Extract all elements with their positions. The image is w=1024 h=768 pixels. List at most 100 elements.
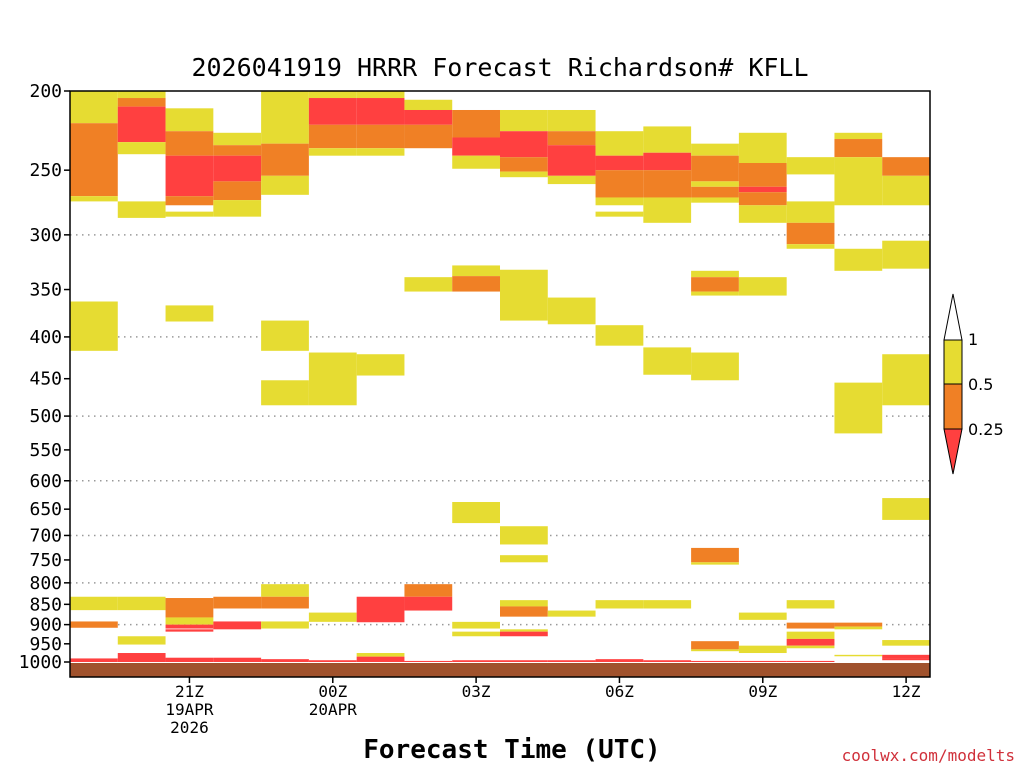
heatmap-cell-h16-1 xyxy=(834,139,883,158)
heatmap-cell-h9-6 xyxy=(500,555,548,563)
heatmap-cell-h8-0 xyxy=(452,109,500,138)
heatmap-cell-h15-1 xyxy=(786,201,835,223)
heatmap-cell-h10-4 xyxy=(547,297,596,325)
heatmap-cell-h9-8 xyxy=(500,606,548,617)
x-axis-title: Forecast Time (UTC) xyxy=(363,735,660,765)
heatmap-cell-h14-1 xyxy=(738,162,787,187)
y-tick-label-600: 600 xyxy=(29,471,62,492)
heatmap-cell-h12-2 xyxy=(643,170,692,198)
heatmap-cell-h17-5 xyxy=(882,640,930,646)
x-tick-label-2-2: 2026 xyxy=(170,718,209,737)
heatmap-cell-h13-1 xyxy=(691,155,739,182)
heatmap-cell-h7-1 xyxy=(404,109,453,125)
heatmap-cell-h16-2 xyxy=(834,157,883,206)
heatmap-cell-h11-3 xyxy=(595,197,644,206)
y-tick-label-700: 700 xyxy=(29,525,62,546)
heatmap-cell-h15-7 xyxy=(786,638,835,646)
heatmap-cell-h4-1 xyxy=(261,143,309,176)
heatmap-cell-h0-2 xyxy=(70,196,118,202)
heatmap-cell-h2-0 xyxy=(165,108,214,132)
heatmap-cell-h14-8 xyxy=(738,660,787,662)
heatmap-cell-h12-1 xyxy=(643,152,692,171)
heatmap-cell-h7-6 xyxy=(404,660,453,662)
heatmap-cell-h9-0 xyxy=(500,109,548,132)
heatmap-cell-h3-0 xyxy=(213,132,262,146)
heatmap-cell-h6-7 xyxy=(356,656,405,662)
heatmap-cell-h3-1 xyxy=(213,145,262,156)
heatmap-cell-h3-2 xyxy=(213,155,262,182)
y-axis: 200 250 300 350 400 450 500 550 600 650 700 7508008… xyxy=(19,81,70,673)
heatmap-cell-h13-5 xyxy=(691,270,739,278)
x-tick-label-14-0: 09Z xyxy=(748,682,777,701)
y-tick-label-400: 400 xyxy=(29,327,62,348)
x-tick-label-8-0: 03Z xyxy=(462,682,491,701)
credit-link[interactable]: coolwx.com/modelts xyxy=(842,746,1015,765)
y-tick-label-750: 750 xyxy=(29,550,62,571)
heatmap-cell-h5-5 xyxy=(308,612,357,622)
x-tick-label-2-0: 21Z xyxy=(175,682,204,701)
heatmap-cell-h14-2 xyxy=(738,186,787,193)
heatmap-cell-h4-3 xyxy=(261,320,309,351)
heatmap-cell-h13-2 xyxy=(691,181,739,187)
heatmap-cell-h15-0 xyxy=(786,157,835,175)
heatmap-cell-h8-4 xyxy=(452,276,500,292)
heatmap-cell-h13-7 xyxy=(691,291,739,296)
heatmap-cell-h17-1 xyxy=(882,175,930,206)
colorbar-bin-05-1 xyxy=(943,339,963,385)
heatmap-cell-h7-4 xyxy=(404,584,453,597)
y-tick-label-350: 350 xyxy=(29,280,62,301)
heatmap-cell-h12-3 xyxy=(643,197,692,223)
heatmap-cell-h4-5 xyxy=(261,584,309,597)
x-tick-label-2-1: 19APR xyxy=(165,700,214,719)
heatmap-cell-h3-3 xyxy=(213,181,262,201)
heatmap-cell-h2-9 xyxy=(165,629,214,632)
heatmap-cell-h0-5 xyxy=(70,621,118,628)
colorbar-bin-025-05 xyxy=(943,383,963,430)
heatmap-cell-h14-6 xyxy=(738,612,787,620)
heatmap-cell-h15-6 xyxy=(786,631,835,639)
heatmap-cell-h9-5 xyxy=(500,526,548,545)
heatmap-cell-h17-7 xyxy=(882,658,930,661)
heatmap-cell-h10-3 xyxy=(547,175,596,185)
y-tick-label-500: 500 xyxy=(29,406,62,427)
heatmap-cell-h15-3 xyxy=(786,244,835,249)
heatmap-cell-h13-13 xyxy=(691,660,739,662)
heatmap-cell-h8-7 xyxy=(452,631,500,637)
heatmap-cell-h4-0 xyxy=(261,91,309,144)
heatmap-cell-h9-2 xyxy=(500,157,548,172)
heatmap-cell-h5-6 xyxy=(308,660,357,662)
heatmap-cell-h1-0 xyxy=(117,91,166,99)
heatmap-cell-h12-0 xyxy=(643,126,692,153)
heatmap-cell-h7-5 xyxy=(404,596,453,611)
legend-label-025: 0.25 xyxy=(968,420,1004,439)
heatmap-cell-h10-2 xyxy=(547,145,596,176)
legend-label-1: 1 xyxy=(968,330,978,349)
heatmap-cell-h17-0 xyxy=(882,157,930,176)
heatmap-cell-h7-2 xyxy=(404,124,453,149)
heatmap-cell-h13-12 xyxy=(691,649,739,652)
heatmap-cell-h3-6 xyxy=(213,621,262,630)
heatmap-cell-h13-10 xyxy=(691,562,739,565)
heatmap-cell-h5-2 xyxy=(308,124,357,149)
heatmap-cell-h16-0 xyxy=(834,132,883,140)
heatmap-cell-h16-3 xyxy=(834,248,883,271)
heatmap-cell-h11-4 xyxy=(595,211,644,217)
heatmap-cell-h13-0 xyxy=(691,143,739,156)
heatmap-cell-h0-6 xyxy=(70,658,118,662)
heatmap-cell-h2-5 xyxy=(165,305,214,322)
ground-strip xyxy=(70,663,930,677)
heatmap-cell-h15-4 xyxy=(786,600,835,609)
heatmap-cell-h1-2 xyxy=(117,106,166,143)
heatmap-cell-h15-2 xyxy=(786,222,835,245)
x-tick-label-5-0: 00Z xyxy=(318,682,347,701)
heatmap-cell-h16-5 xyxy=(834,622,883,627)
heatmap-cell-h5-0 xyxy=(308,91,357,99)
chart-title: 2026041919 HRRR Forecast Richardson# KFL… xyxy=(191,53,808,82)
heatmap-cell-h11-1 xyxy=(595,155,644,171)
heatmap-cell-h9-10 xyxy=(500,631,548,637)
heatmap-cell-h12-6 xyxy=(643,660,692,662)
legend-label-05: 0.5 xyxy=(968,375,993,394)
heatmap-cell-h2-4 xyxy=(165,211,214,217)
heatmap-cell-h13-9 xyxy=(691,547,739,563)
